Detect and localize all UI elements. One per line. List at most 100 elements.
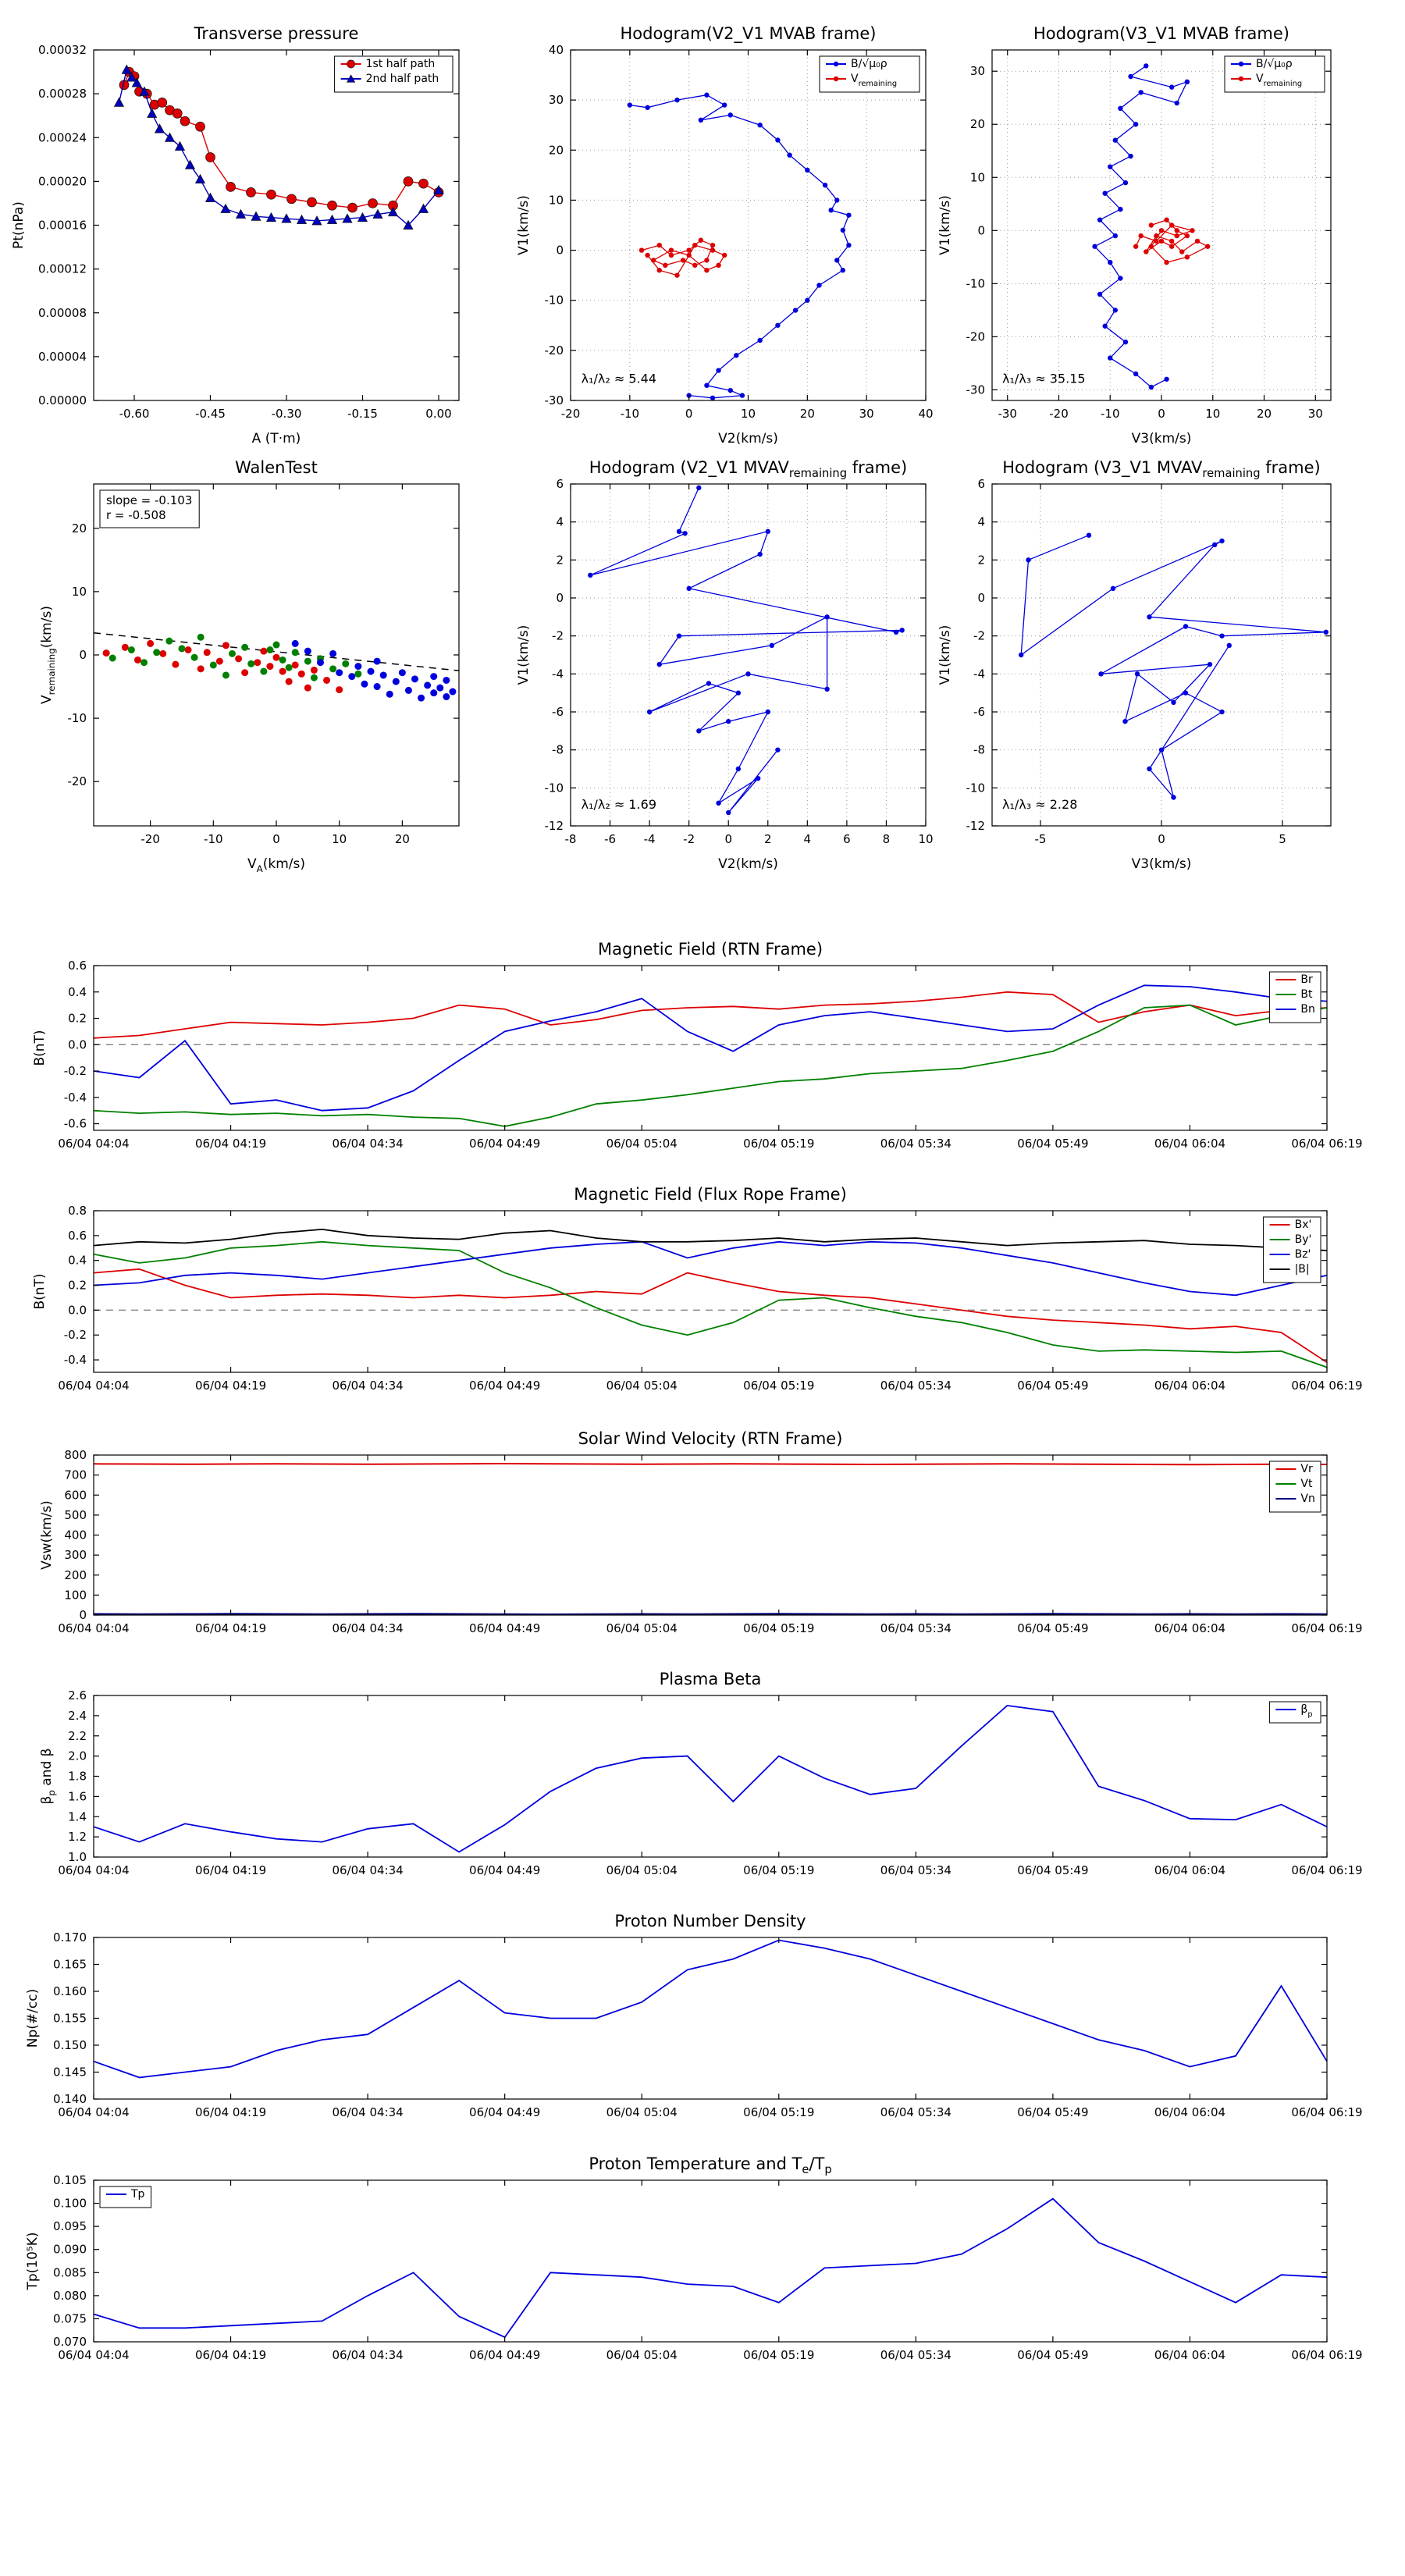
y-axis-label: V1(km/s)	[937, 625, 953, 685]
point-marker	[373, 683, 381, 691]
y-tick-label: -20	[68, 774, 87, 788]
plot-walen-test: -20 -10 0 10 20 -20 -10 0 10 20 WalenTest VA(km/s) V…	[39, 458, 460, 874]
y-tick-label: 40	[549, 43, 564, 57]
y-tick-label: 0.0	[68, 1303, 87, 1317]
y-tick-label: 6	[977, 477, 985, 491]
y-tick-label: -0.6	[64, 1117, 87, 1131]
point-marker	[279, 667, 286, 675]
legend-label: B/√μ₀ρ	[1256, 58, 1293, 70]
point-marker	[1112, 137, 1119, 143]
point-marker	[769, 642, 775, 649]
x-tick-label: 06/04 04:49	[469, 1621, 540, 1635]
y-tick-label: 0	[79, 648, 87, 662]
triangle-marker	[311, 215, 322, 226]
point-marker	[1097, 291, 1103, 297]
point-marker	[757, 337, 763, 343]
axes-box	[93, 2179, 1328, 2343]
legend-label: Bz'	[1295, 1248, 1311, 1261]
point-marker	[1154, 238, 1159, 244]
annotation: λ₁/λ₃ ≈ 35.15	[1002, 372, 1086, 386]
point-marker	[1226, 642, 1232, 649]
ticks	[93, 2179, 1328, 2343]
x-tick-label: 06/04 06:19	[1291, 2348, 1362, 2362]
ticks	[570, 49, 927, 401]
y-tick-label: -4	[552, 667, 564, 681]
y-tick-label: 6	[556, 477, 564, 491]
plot-title: Magnetic Field (Flux Rope Frame)	[574, 1185, 847, 1204]
legend-label: Vr	[1300, 1463, 1313, 1475]
point-marker	[121, 643, 129, 651]
point-marker	[304, 657, 311, 665]
x-tick-label: -0.60	[119, 407, 150, 421]
point-marker	[368, 198, 378, 208]
point-marker	[165, 637, 173, 645]
series-line-|B|	[94, 1228, 1327, 1251]
point-marker	[1134, 671, 1140, 677]
legend-label: Bt	[1300, 988, 1313, 1001]
point-marker	[716, 800, 721, 806]
point-marker	[260, 647, 268, 655]
point-marker	[449, 688, 457, 696]
y-tick-label: -30	[545, 393, 564, 407]
x-tick-label: 06/04 05:49	[1017, 1379, 1088, 1393]
legend: Tp	[99, 2186, 152, 2208]
gridlines	[570, 483, 927, 827]
point-marker	[1108, 355, 1113, 361]
ticks	[570, 483, 927, 827]
series-line-Bt	[94, 1004, 1327, 1127]
plot-solar-wind-velocity: 06/04 04:04 06/04 04:19 06/04 04:34 06/04 0…	[39, 1429, 1363, 1635]
point-marker	[329, 665, 337, 673]
y-tick-label: 0.00020	[38, 174, 87, 188]
x-tick-label: 06/04 04:34	[332, 2348, 403, 2362]
plot-title: Magnetic Field (RTN Frame)	[598, 940, 823, 959]
x-tick-label: 06/04 06:19	[1291, 1137, 1362, 1151]
y-tick-label: 500	[64, 1508, 87, 1522]
point-marker	[1158, 228, 1165, 233]
y-tick-label: 30	[549, 93, 564, 107]
point-marker	[721, 252, 727, 258]
triangle-marker	[387, 206, 399, 217]
series-group	[94, 2197, 1327, 2339]
plot-title: Transverse pressure	[194, 24, 359, 43]
y-tick-label: 0.170	[53, 1930, 87, 1944]
x-tick-label: 06/04 05:34	[880, 1137, 951, 1151]
y-tick-label: 0.085	[53, 2265, 87, 2279]
y-tick-label: 0.00000	[38, 393, 87, 407]
chart-walen-test: -20 -10 0 10 20 -20 -10 0 10 20 WalenTest VA(km/s) V…	[39, 458, 460, 874]
point-marker	[1148, 244, 1154, 249]
triangle-marker	[205, 192, 216, 202]
y-tick-label: -12	[545, 819, 564, 833]
point-marker	[1108, 259, 1113, 265]
x-tick-label: 0	[1158, 407, 1165, 421]
x-tick-label: 06/04 06:19	[1291, 1863, 1362, 1877]
y-tick-label: 0	[79, 1608, 87, 1622]
chart-plasma-beta: 06/04 04:04 06/04 04:19 06/04 04:34 06/04 0…	[39, 1670, 1363, 1877]
point-marker	[833, 76, 839, 82]
point-marker	[1238, 76, 1244, 82]
y-tick-label: 0	[977, 223, 985, 237]
point-marker	[197, 633, 205, 641]
x-tick-label: 0	[1158, 832, 1165, 846]
series-group	[102, 633, 457, 702]
point-marker	[222, 642, 229, 649]
point-marker	[716, 368, 721, 373]
x-axis-label: VA(km/s)	[247, 856, 305, 874]
y-axis-label: Np(#/cc)	[25, 1989, 41, 2048]
y-tick-label: 2.2	[68, 1729, 87, 1743]
x-tick-label: 4	[804, 832, 812, 846]
x-tick-label: 06/04 04:19	[195, 1379, 266, 1393]
point-marker	[1138, 90, 1144, 95]
point-marker	[443, 693, 450, 701]
x-tick-label: 06/04 04:19	[195, 1137, 266, 1151]
triangle-marker	[154, 123, 165, 133]
point-marker	[347, 59, 355, 69]
x-tick-label: 06/04 04:19	[195, 1863, 266, 1877]
point-marker	[1323, 629, 1329, 635]
y-tick-label: -10	[545, 294, 564, 308]
point-marker	[310, 674, 318, 681]
point-marker	[1184, 254, 1190, 260]
y-tick-label: -6	[973, 705, 985, 719]
point-marker	[775, 137, 781, 143]
point-marker	[327, 200, 337, 211]
point-marker	[765, 528, 770, 535]
